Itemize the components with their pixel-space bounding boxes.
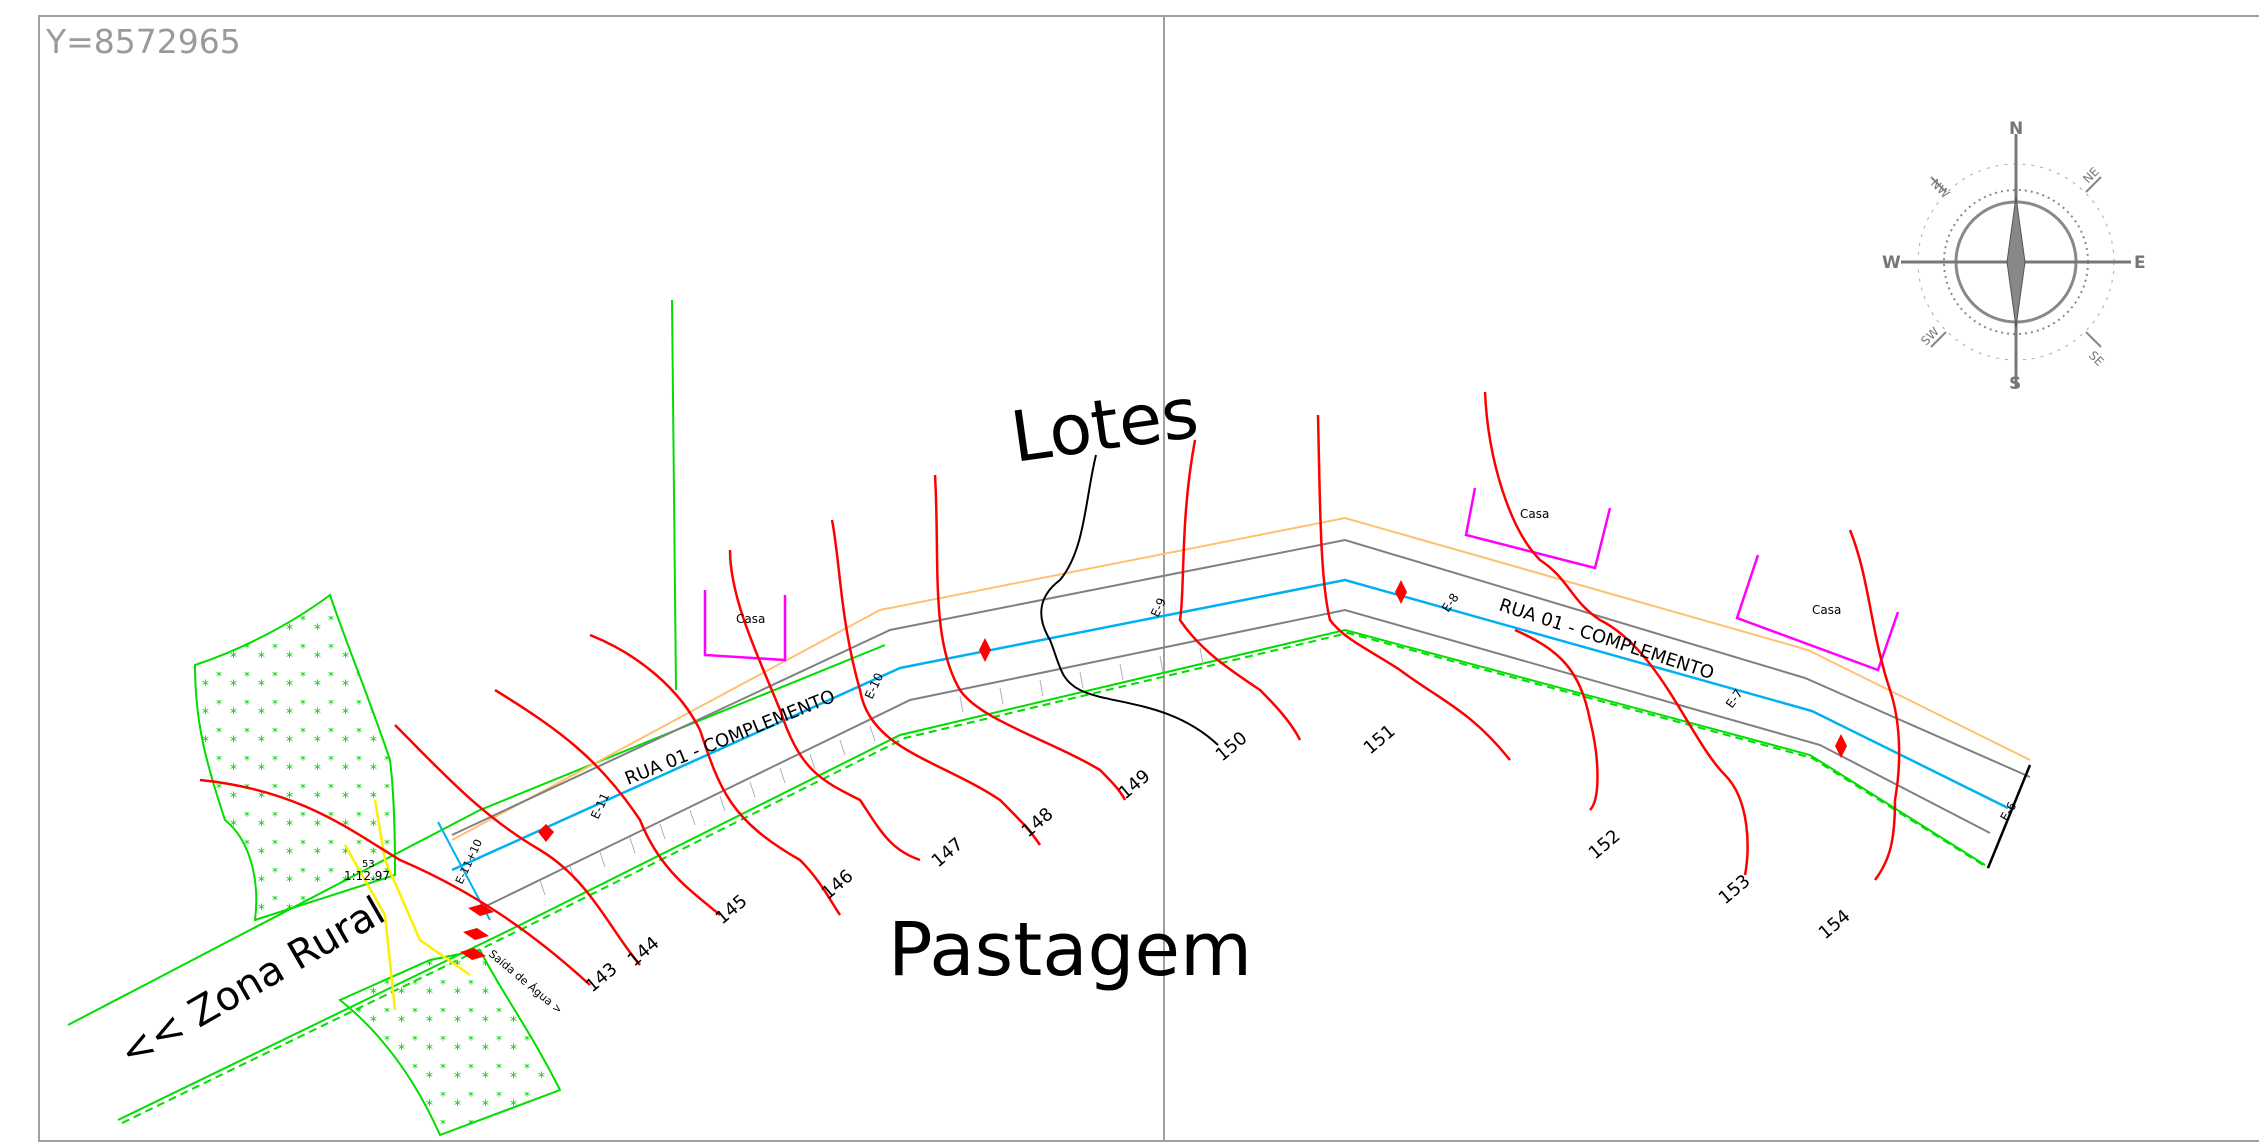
lotes-leader-line <box>1040 454 1219 746</box>
contour-152: 152 <box>1585 826 1625 864</box>
compass-se: SE <box>2086 348 2107 369</box>
road-label-left: RUA 01 - COMPLEMENTO <box>622 686 838 790</box>
slope-hatching <box>539 647 1204 896</box>
house-label-3: Casa <box>1812 603 1841 617</box>
contour-144: 144 <box>624 933 664 971</box>
label-zona-rural: << Zona Rural <box>112 888 393 1077</box>
station-e10: E-10 <box>862 671 886 702</box>
contour-145: 145 <box>712 891 752 929</box>
contour-154: 154 <box>1815 906 1855 944</box>
vegetation-area-lower <box>338 948 562 1137</box>
contour-146: 146 <box>818 866 858 904</box>
compass-w: W <box>1882 253 1901 273</box>
contour-147: 147 <box>928 834 968 872</box>
compass-e: E <box>2134 253 2146 273</box>
road-end-line <box>1986 764 2032 869</box>
vegetation-area-upper <box>193 593 397 922</box>
coordinate-label: Y=8572965 <box>46 22 241 61</box>
right-of-way-lines <box>67 299 1989 1124</box>
houses <box>703 487 1900 672</box>
contour-153: 153 <box>1715 871 1755 909</box>
elevation-label: 1:12.97 <box>344 869 390 883</box>
compass-ne: NE <box>2080 165 2102 187</box>
label-pastagem: Pastagem <box>888 907 1252 993</box>
contour-151: 151 <box>1360 721 1400 759</box>
house-label-1: Casa <box>736 612 765 626</box>
contour-148: 148 <box>1018 804 1058 842</box>
yellow-lines <box>343 799 471 1011</box>
red-markers <box>460 580 1847 960</box>
contour-lines <box>199 391 1901 986</box>
compass-nw: NW <box>1928 176 1953 201</box>
contour-150: 150 <box>1212 728 1252 766</box>
contour-149: 149 <box>1115 766 1155 804</box>
road-label-right: RUA 01 - COMPLEMENTO <box>1496 595 1716 684</box>
compass-sw: SW <box>1918 324 1942 348</box>
contour-143: 143 <box>582 959 622 997</box>
node-label: 53 <box>362 859 375 870</box>
station-e11: E-11 <box>588 791 612 822</box>
label-lotes: Lotes <box>1006 372 1203 479</box>
compass-rose: N S E W NE NW SW SE <box>1882 119 2146 394</box>
compass-s: S <box>2009 374 2021 394</box>
property-line <box>451 516 2031 841</box>
drawing-frame <box>38 15 2259 1142</box>
house-label-2: Casa <box>1520 507 1549 521</box>
road-edges <box>451 538 2031 911</box>
compass-n: N <box>2009 119 2023 139</box>
